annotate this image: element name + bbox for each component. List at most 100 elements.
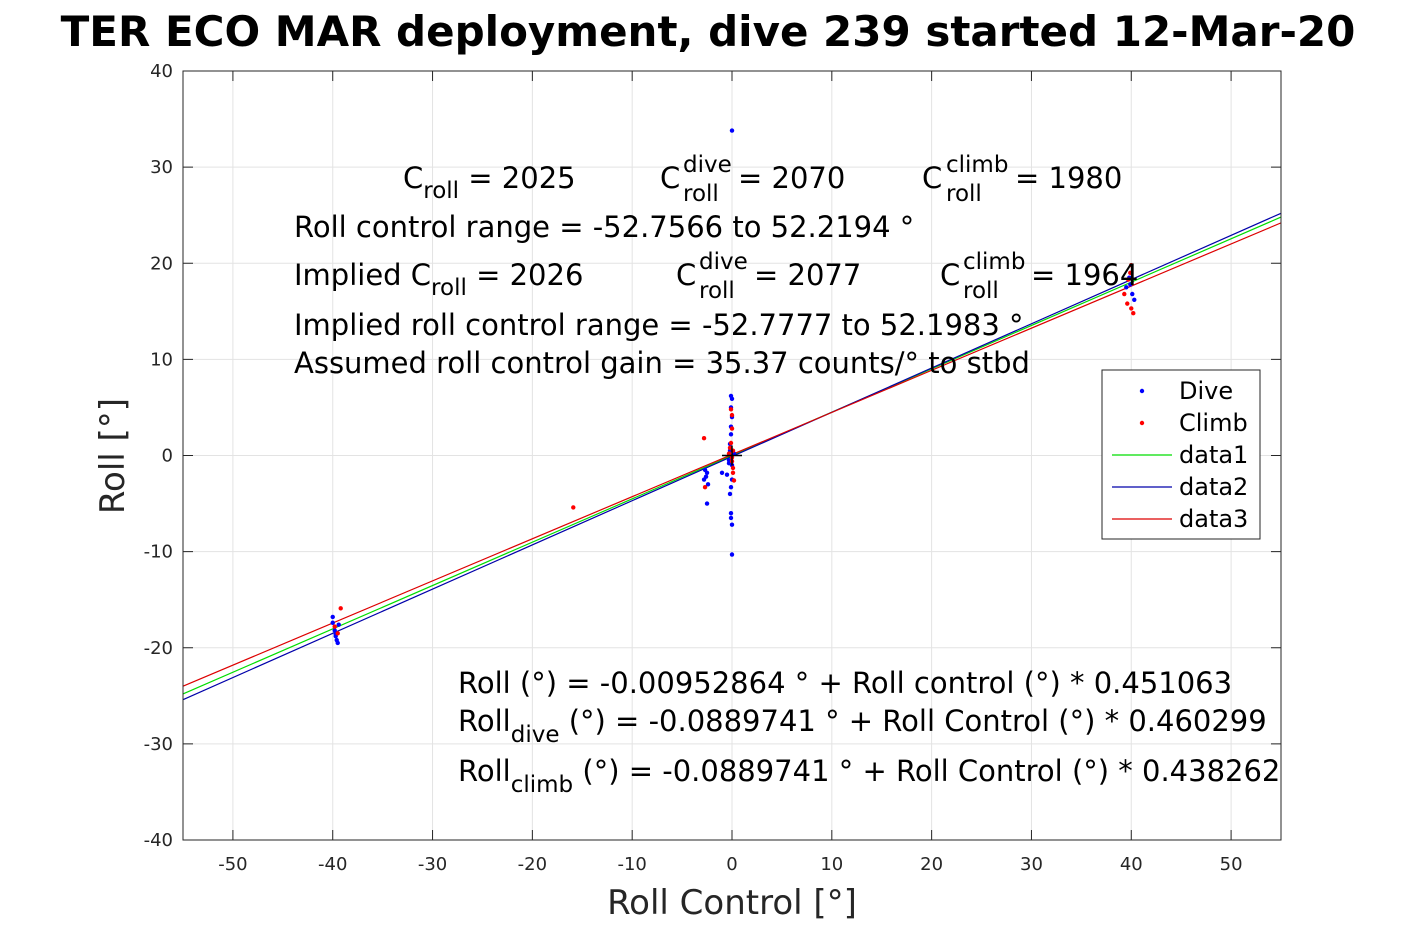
point-dive <box>1128 282 1133 287</box>
x-tick-label: 10 <box>820 854 843 875</box>
implied-dive-label: C <box>676 258 696 292</box>
point-dive <box>727 491 733 497</box>
legend-label-data2: data2 <box>1179 473 1248 501</box>
point-dive <box>724 472 730 477</box>
data-points <box>330 128 1137 646</box>
point-dive <box>729 396 735 401</box>
croll-climb-sub: roll <box>946 181 982 207</box>
x-tick-label: -10 <box>617 854 646 875</box>
point-dive <box>1130 291 1135 297</box>
x-tick-label: 50 <box>1220 854 1243 875</box>
point-climb <box>731 478 737 483</box>
point-climb <box>332 624 337 629</box>
croll-dive-sub: roll <box>683 181 719 207</box>
x-tick-label: -50 <box>218 854 247 875</box>
point-dive <box>330 614 335 620</box>
point-climb <box>729 412 735 418</box>
y-axis-label: Roll [°] <box>93 398 133 514</box>
implied-range: Implied roll control range = -52.7777 to… <box>294 308 1024 342</box>
y-tick-label: 30 <box>150 157 173 178</box>
implied-climb-sup: climb <box>963 249 1025 275</box>
point-dive <box>729 522 735 527</box>
implied-dive-sub: roll <box>699 278 735 304</box>
dive-fit-equation: Rolldive (°) = -0.0889741 ° + Roll Contr… <box>458 704 1267 748</box>
point-climb <box>729 426 735 431</box>
point-dive <box>336 622 341 627</box>
point-dive <box>728 485 734 490</box>
point-dive <box>728 432 734 437</box>
point-climb <box>728 407 734 412</box>
climb-fit-equation: Rollclimb (°) = -0.0889741 ° + Roll Cont… <box>458 754 1280 798</box>
legend-marker-dive <box>1139 388 1145 394</box>
croll-dive-label: C <box>660 161 680 195</box>
croll-dive-sup: dive <box>683 152 732 178</box>
implied-croll-label: Implied Croll = 2026 <box>294 258 583 301</box>
point-climb <box>730 470 736 476</box>
point-dive <box>729 128 735 133</box>
point-climb <box>335 631 340 636</box>
y-tick-label: 40 <box>150 61 173 82</box>
legend-label-data1: data1 <box>1179 441 1248 469</box>
y-tick-label: 20 <box>150 253 173 274</box>
y-tick-labels: -40 -30 -20 -10 0 10 20 30 40 <box>144 61 173 851</box>
point-dive <box>704 470 710 476</box>
legend-box <box>1101 369 1261 540</box>
y-tick-label: 10 <box>150 349 173 370</box>
point-dive <box>1132 297 1137 302</box>
point-dive <box>719 470 725 476</box>
roll-control-range: Roll control range = -52.7566 to 52.2194… <box>294 210 914 244</box>
legend-marker-climb <box>1139 420 1145 426</box>
point-climb <box>730 465 736 471</box>
point-dive <box>728 510 734 516</box>
y-tick-label: -10 <box>144 542 173 563</box>
croll-dive-value: = 2070 <box>738 161 845 195</box>
x-tick-label: 30 <box>1020 854 1043 875</box>
point-dive <box>332 628 337 633</box>
point-climb <box>1126 277 1131 282</box>
point-climb <box>1122 291 1127 297</box>
point-climb <box>1129 306 1134 311</box>
origin-marker <box>722 445 742 466</box>
croll-climb-value: = 1980 <box>1015 161 1122 195</box>
implied-dive-value: = 2077 <box>754 258 861 292</box>
point-climb <box>1128 270 1133 276</box>
legend-label-dive: Dive <box>1179 377 1233 405</box>
croll-climb-sup: climb <box>946 152 1008 178</box>
x-axis-label: Roll Control [°] <box>607 883 857 923</box>
plot-frame <box>182 70 1282 841</box>
point-climb <box>727 445 733 451</box>
point-dive <box>335 640 340 646</box>
point-climb <box>701 435 707 441</box>
y-tick-label: -20 <box>144 638 173 659</box>
point-climb <box>571 505 576 510</box>
point-climb <box>726 451 732 456</box>
x-tick-label: -20 <box>518 854 547 875</box>
fit-equations: Roll (°) = -0.00952864 ° + Roll control … <box>458 666 1280 798</box>
y-tick-label: 0 <box>162 446 173 467</box>
legend-label-climb: Climb <box>1179 409 1248 437</box>
coefficient-annotations: Croll = 2025 C dive roll = 2070 C climb … <box>294 152 1138 380</box>
x-tick-label: -40 <box>318 854 347 875</box>
point-climb <box>1131 311 1136 316</box>
x-tick-label: 40 <box>1120 854 1143 875</box>
point-climb <box>338 606 343 611</box>
legend-label-data3: data3 <box>1179 505 1248 533</box>
point-dive <box>705 482 711 487</box>
x-tick-label: -30 <box>418 854 447 875</box>
chart-title: TER ECO MAR deployment, dive 239 started… <box>61 7 1356 56</box>
fit-equation: Roll (°) = -0.00952864 ° + Roll control … <box>458 666 1232 700</box>
x-tick-label: 20 <box>920 854 943 875</box>
point-dive <box>729 552 735 557</box>
croll-label: Croll = 2025 <box>403 161 576 204</box>
y-tick-label: -30 <box>144 734 173 755</box>
implied-climb-label: C <box>940 258 960 292</box>
point-dive <box>704 501 710 506</box>
point-dive <box>1124 285 1129 290</box>
implied-dive-sup: dive <box>699 249 748 275</box>
y-tick-label: -40 <box>144 830 173 851</box>
point-climb <box>728 440 734 446</box>
croll-climb-label: C <box>922 161 942 195</box>
implied-climb-sub: roll <box>963 278 999 304</box>
